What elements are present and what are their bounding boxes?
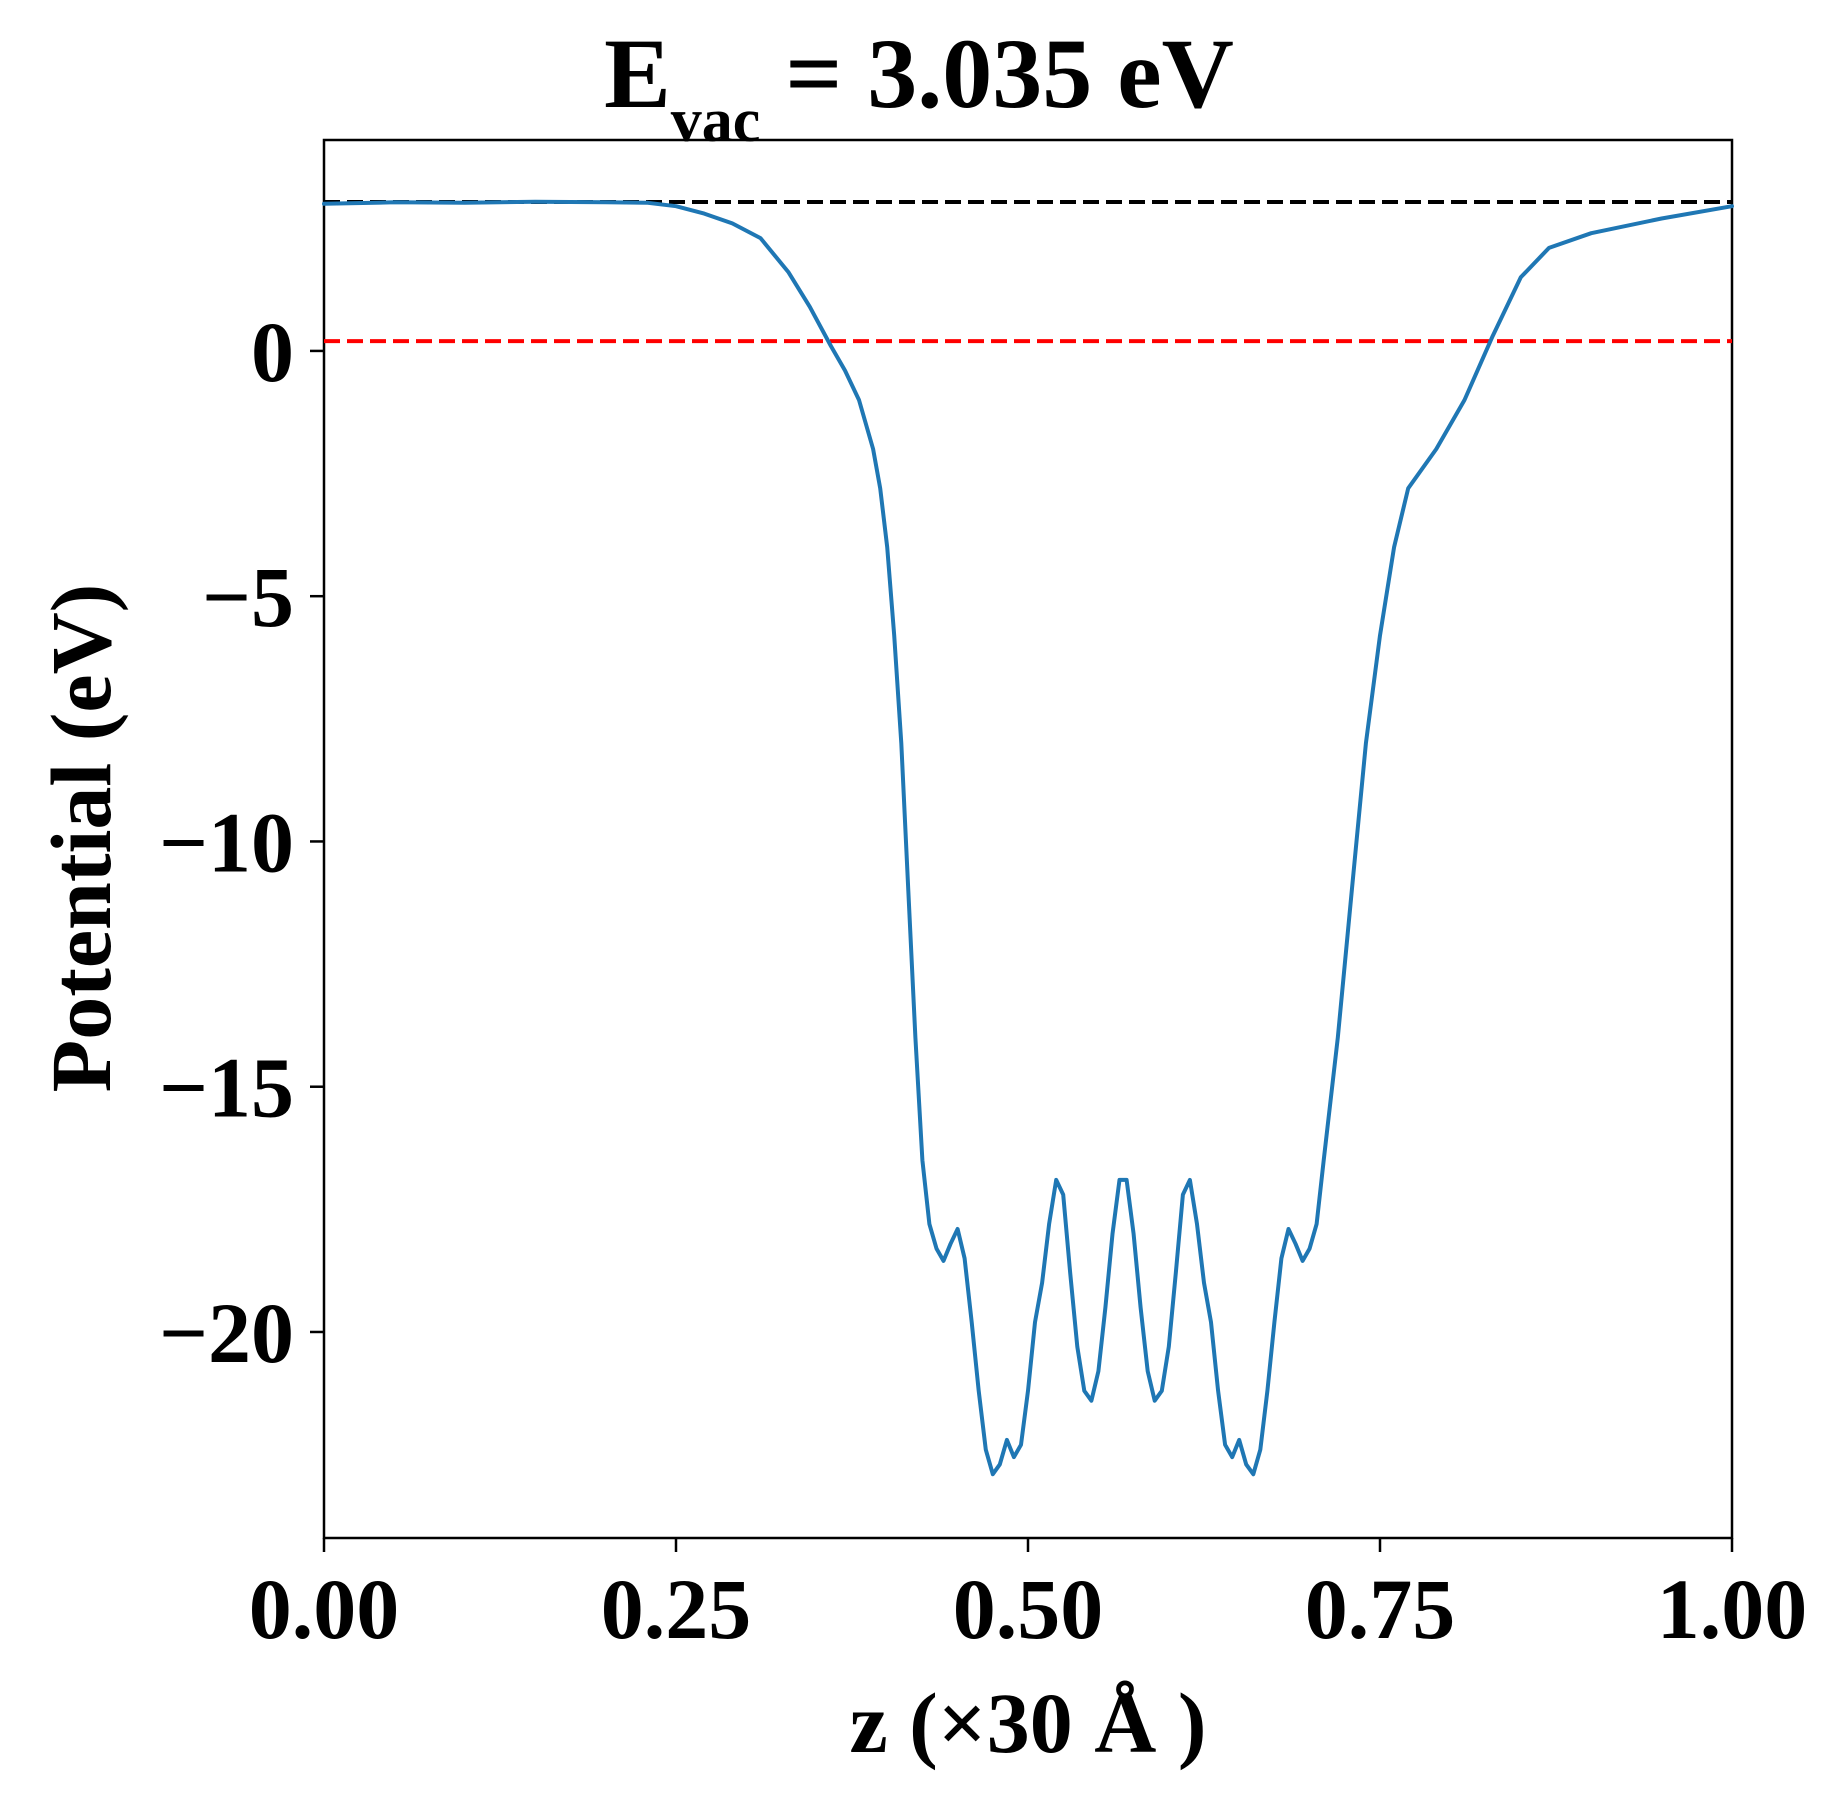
y-tick-label: −5 <box>202 549 294 645</box>
y-tick-label: 0 <box>251 304 294 400</box>
y-tick-label: −10 <box>159 794 294 890</box>
x-tick-label: 1.00 <box>1657 1561 1808 1657</box>
x-axis-label: z (×30 Å ) <box>849 1675 1206 1771</box>
chart-title: Evac = 3.035 eV <box>604 18 1234 155</box>
x-tick-label: 0.75 <box>1305 1561 1456 1657</box>
x-tick-label: 0.50 <box>953 1561 1104 1657</box>
y-tick-label: −15 <box>159 1040 294 1136</box>
x-tick-label: 0.25 <box>601 1561 752 1657</box>
x-tick-label: 0.00 <box>249 1561 400 1657</box>
x-axis-ticks: 0.00 0.25 0.50 0.75 1.00 <box>249 1538 1808 1657</box>
y-axis-ticks: 0 −5 −10 −15 −20 <box>159 304 324 1381</box>
series-layer <box>322 199 1734 1477</box>
y-tick-label: −20 <box>159 1285 294 1381</box>
reference-lines <box>324 200 1732 344</box>
series-line-0 <box>322 199 1734 1477</box>
y-axis-label: Potential (eV) <box>33 584 129 1093</box>
plot-frame <box>322 138 1734 1540</box>
